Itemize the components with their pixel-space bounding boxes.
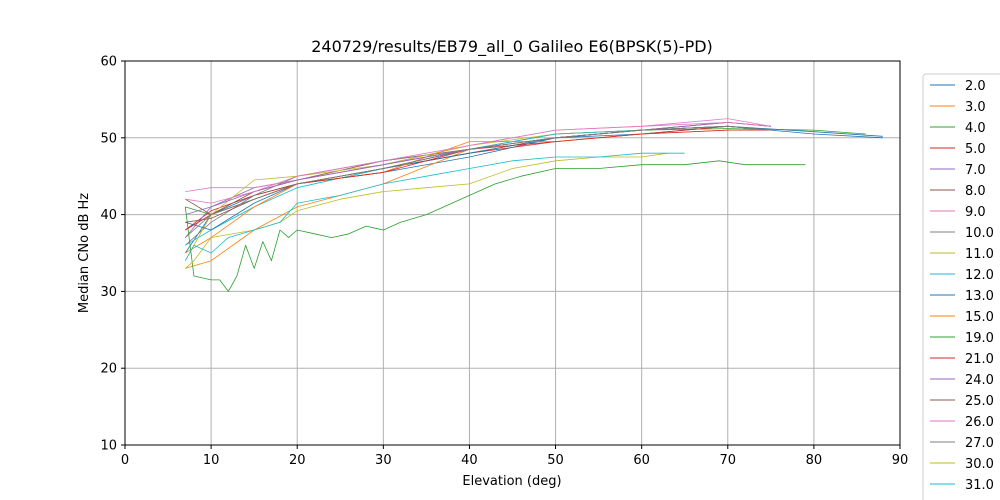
series-lines <box>184 118 883 292</box>
y-axis-ticks: 10 20 30 40 50 60 <box>100 55 125 454</box>
legend-label: 12.0 <box>965 268 994 283</box>
y-axis-title: Median CNo dB Hz <box>77 193 92 313</box>
legend-label: 5.0 <box>965 142 986 157</box>
legend-items: 2.0 3.0 4.0 5.0 7.0 8.0 9.0 10.0 11.0 12.0 13.0 15.… <box>930 79 994 493</box>
series-line-19.0 <box>184 160 806 292</box>
series-line-26.0 <box>185 122 771 204</box>
legend-label: 8.0 <box>965 184 986 199</box>
x-tick-label: 60 <box>633 453 650 468</box>
y-tick-label: 20 <box>100 362 117 377</box>
legend-label: 30.0 <box>965 457 994 472</box>
series-line-27.0 <box>185 125 771 238</box>
x-tick-label: 80 <box>806 453 823 468</box>
chart-title: 240729/results/EB79_all_0 Galileo E6(BPS… <box>311 37 713 57</box>
x-tick-label: 20 <box>289 453 306 468</box>
legend-label: 11.0 <box>965 247 994 262</box>
series-line-30.0 <box>185 152 668 269</box>
y-tick-label: 10 <box>100 439 117 454</box>
series-line-31.0 <box>184 152 685 261</box>
legend-label: 10.0 <box>965 226 994 241</box>
plot-area: 0 10 20 30 40 50 60 70 80 90 10 20 30 40 50 60 <box>100 55 908 469</box>
legend-box <box>922 73 1000 500</box>
legend-label: 9.0 <box>965 205 986 220</box>
x-tick-label: 40 <box>461 453 478 468</box>
legend-label: 4.0 <box>965 121 986 136</box>
x-axis-ticks: 0 10 20 30 40 50 60 70 80 90 <box>121 445 908 468</box>
x-tick-label: 90 <box>892 453 909 468</box>
x-tick-label: 0 <box>121 453 129 468</box>
legend-label: 27.0 <box>965 436 994 451</box>
x-axis-title: Elevation (deg) <box>462 474 561 489</box>
legend-label: 21.0 <box>965 352 994 367</box>
plot-frame <box>124 60 901 446</box>
legend-label: 3.0 <box>965 100 986 115</box>
x-tick-label: 70 <box>720 453 737 468</box>
y-tick-label: 40 <box>100 208 117 223</box>
legend-label: 13.0 <box>965 289 994 304</box>
legend-label: 31.0 <box>965 478 994 493</box>
legend-label: 7.0 <box>965 163 986 178</box>
legend-label: 2.0 <box>965 79 986 94</box>
y-tick-label: 50 <box>100 131 117 146</box>
legend-label: 19.0 <box>965 331 994 346</box>
legend-label: 26.0 <box>965 415 994 430</box>
legend-label: 25.0 <box>965 394 994 409</box>
x-tick-label: 30 <box>375 453 392 468</box>
x-tick-label: 10 <box>203 453 220 468</box>
y-tick-label: 30 <box>100 285 117 300</box>
x-tick-label: 50 <box>547 453 564 468</box>
legend-label: 15.0 <box>965 310 994 325</box>
legend: 2.0 3.0 4.0 5.0 7.0 8.0 9.0 10.0 11.0 12.0 13.0 15.… <box>922 73 1000 500</box>
series-line-24.0 <box>185 122 771 215</box>
series-line-2.0 <box>184 125 883 254</box>
legend-label: 24.0 <box>965 373 994 388</box>
y-tick-label: 60 <box>100 55 117 70</box>
